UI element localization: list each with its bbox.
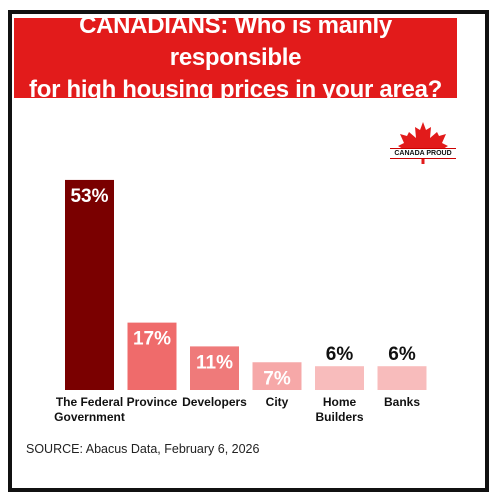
bar-value-label: 7% [263, 368, 291, 389]
bar-value-label: 17% [133, 329, 171, 350]
bar-2 [190, 346, 239, 390]
bar-1 [127, 322, 177, 390]
title-banner: CANADIANS: Who is mainly responsible for… [14, 12, 457, 103]
category-label: Province [127, 395, 178, 409]
bar-value-label: 53% [70, 186, 108, 207]
category-label: Banks [384, 395, 420, 409]
bar-3 [252, 362, 302, 390]
bar-value-label: 11% [196, 352, 233, 373]
category-label: City [266, 395, 289, 409]
chart-title: CANADIANS: Who is mainly responsible for… [29, 12, 442, 103]
category-label: The Federal Government [54, 395, 125, 424]
bar-5 [377, 366, 427, 390]
source-note: SOURCE: Abacus Data, February 6, 2026 [26, 442, 260, 456]
bar-4 [315, 366, 364, 390]
category-label: Home Builders [315, 395, 363, 424]
bar-value-label: 6% [388, 344, 416, 365]
category-label: Developers [182, 395, 247, 409]
logo-text: CANADA PROUD [390, 148, 456, 159]
bar-chart: 53% The Federal Government 17% Province 11% De… [54, 179, 427, 424]
bar-0 [65, 179, 114, 390]
canada-proud-logo: CANADA PROUD [390, 118, 456, 170]
bar-value-label: 6% [326, 344, 354, 365]
